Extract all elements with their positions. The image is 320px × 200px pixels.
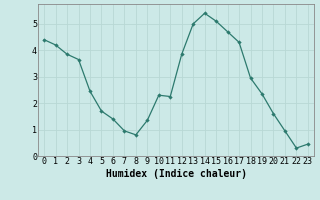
- X-axis label: Humidex (Indice chaleur): Humidex (Indice chaleur): [106, 169, 246, 179]
